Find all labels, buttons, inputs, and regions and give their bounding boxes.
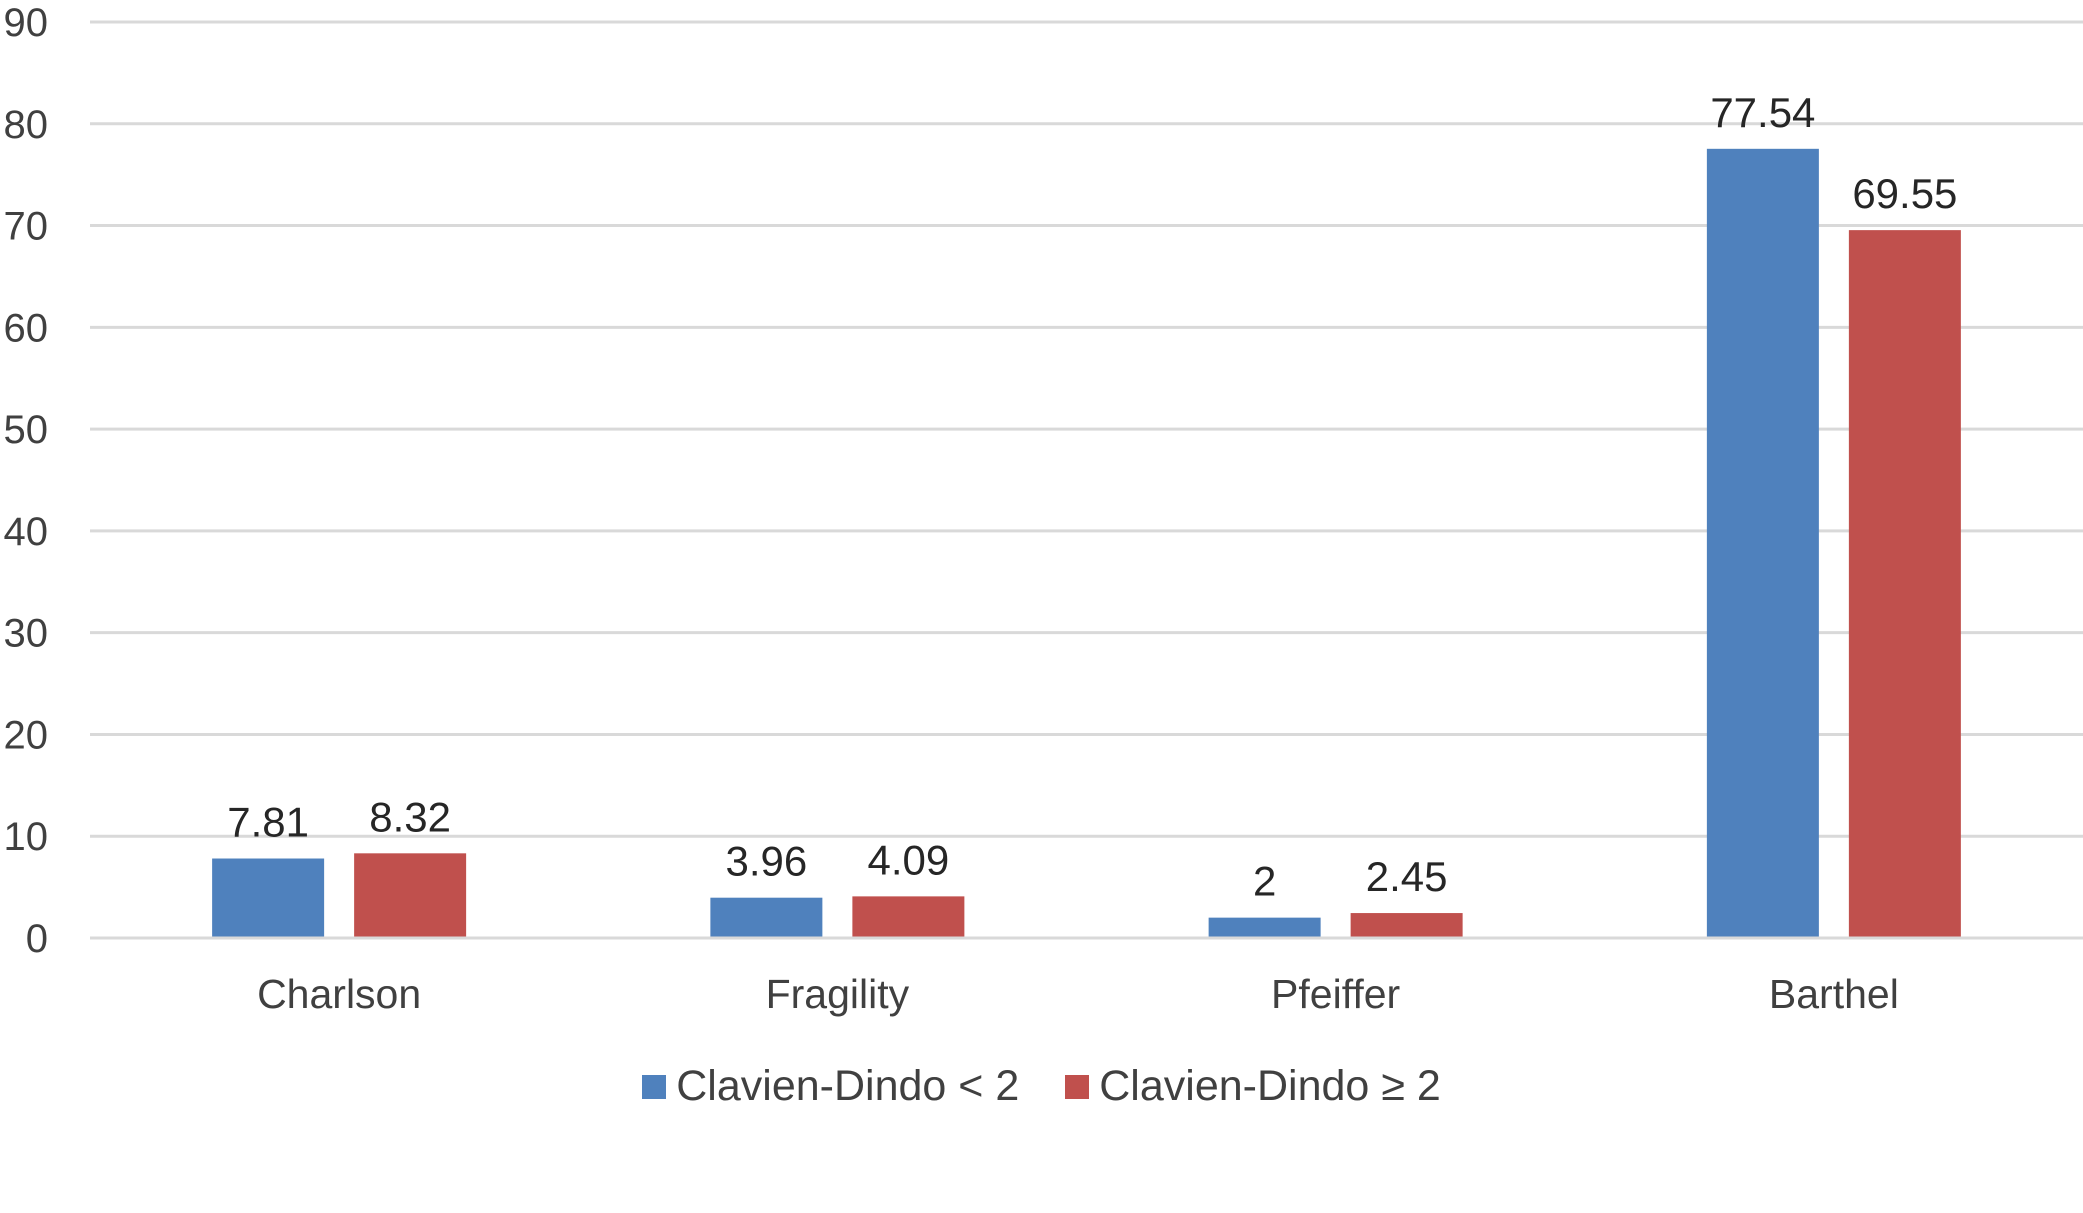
x-category-label: Fragility bbox=[766, 971, 910, 1017]
x-category-label: Charlson bbox=[257, 971, 421, 1017]
y-tick-label: 50 bbox=[4, 408, 49, 452]
data-label: 8.32 bbox=[369, 793, 451, 840]
bars bbox=[212, 148, 1961, 938]
bar-barthel-series-1 bbox=[1706, 148, 1819, 938]
legend: Clavien-Dindo < 2 Clavien-Dindo ≥ 2 bbox=[0, 1062, 2083, 1111]
y-tick-label: 70 bbox=[4, 205, 49, 249]
x-category-label: Pfeiffer bbox=[1271, 971, 1400, 1017]
data-label: 3.96 bbox=[726, 838, 808, 885]
legend-swatch-series-1 bbox=[642, 1074, 667, 1099]
y-tick-label: 60 bbox=[4, 306, 49, 350]
legend-label-series-1: Clavien-Dindo < 2 bbox=[676, 1062, 1020, 1110]
data-label: 2.45 bbox=[1366, 853, 1448, 900]
x-category-label: Barthel bbox=[1769, 971, 1899, 1017]
bar-pfeiffer-series-2 bbox=[1350, 913, 1463, 938]
data-label: 7.81 bbox=[227, 799, 309, 846]
y-tick-label: 0 bbox=[26, 917, 48, 961]
legend-label-series-2: Clavien-Dindo ≥ 2 bbox=[1099, 1062, 1441, 1110]
bar-pfeiffer-series-1 bbox=[1208, 917, 1321, 938]
bar-fragility-series-2 bbox=[852, 896, 965, 938]
y-tick-label: 10 bbox=[4, 815, 49, 859]
data-labels: 7.81 8.32 3.96 4.09 2 2.45 77.54 69.55 bbox=[227, 89, 1957, 905]
legend-swatch-series-2 bbox=[1065, 1074, 1090, 1099]
x-axis-category-labels: Charlson Fragility Pfeiffer Barthel bbox=[257, 971, 1899, 1017]
bar-charlson-series-1 bbox=[212, 858, 325, 938]
y-tick-label: 40 bbox=[4, 510, 49, 554]
y-tick-label: 30 bbox=[4, 612, 49, 656]
data-label: 69.55 bbox=[1852, 170, 1957, 217]
bar-barthel-series-2 bbox=[1848, 230, 1961, 938]
data-label: 2 bbox=[1253, 858, 1276, 905]
legend-item-series-1: Clavien-Dindo < 2 bbox=[642, 1062, 1019, 1111]
data-label: 4.09 bbox=[868, 836, 950, 883]
legend-item-series-2: Clavien-Dindo ≥ 2 bbox=[1065, 1062, 1441, 1111]
y-tick-label: 20 bbox=[4, 713, 49, 757]
y-tick-label: 90 bbox=[4, 1, 49, 45]
bar-fragility-series-1 bbox=[710, 897, 823, 938]
y-axis-tick-labels: 0 10 20 30 40 50 60 70 80 90 bbox=[4, 1, 49, 961]
gridlines bbox=[90, 20, 2083, 838]
bar-charlson-series-2 bbox=[354, 853, 467, 938]
data-label: 77.54 bbox=[1710, 89, 1815, 136]
y-tick-label: 80 bbox=[4, 103, 49, 147]
